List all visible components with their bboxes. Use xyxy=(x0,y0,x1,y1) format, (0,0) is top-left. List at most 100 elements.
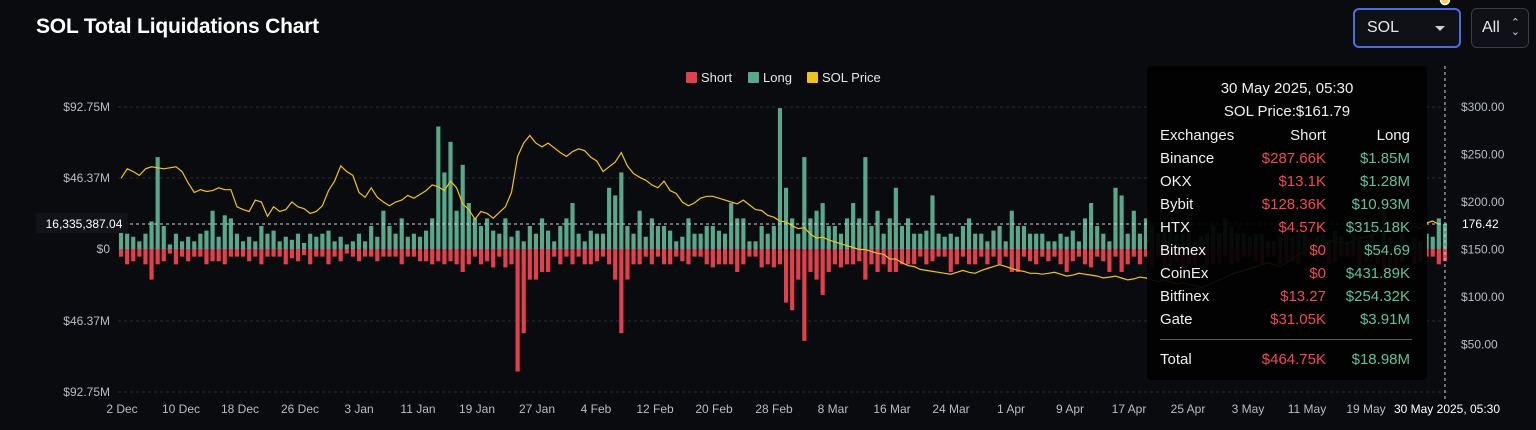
coin-select[interactable]: SOL xyxy=(1353,8,1461,48)
short-bar xyxy=(863,249,868,280)
short-value: $13.27 xyxy=(1280,288,1326,305)
long-bar xyxy=(1107,241,1112,249)
long-bar xyxy=(393,233,398,249)
y-left-tick-label: $92.75M xyxy=(63,385,110,399)
long-bar xyxy=(314,236,319,249)
long-bar xyxy=(320,233,325,249)
long-bar xyxy=(790,218,795,249)
tooltip-price: SOL Price:$161.79 xyxy=(1223,103,1351,120)
short-bar xyxy=(155,249,160,265)
range-select[interactable]: All ⌃ ⌄ xyxy=(1471,8,1529,48)
short-bar xyxy=(851,249,856,265)
short-bar xyxy=(753,249,758,257)
short-bar xyxy=(186,249,191,262)
long-value: $1.85M xyxy=(1359,150,1410,167)
tooltip-row-gate: Gate $31.05K $3.91M xyxy=(1160,311,1410,331)
tooltip-row-binance: Binance $287.66K $1.85M xyxy=(1160,150,1410,170)
short-bar xyxy=(942,249,947,257)
x-tick-label: 3 Jan xyxy=(344,402,373,416)
short-bar xyxy=(405,249,410,257)
long-bar xyxy=(1089,203,1094,249)
short-bar xyxy=(875,249,880,272)
long-bar xyxy=(161,226,166,249)
short-bar xyxy=(515,249,520,372)
long-bar xyxy=(539,218,545,249)
short-bar xyxy=(527,249,532,280)
x-highlight-label: 30 May 2025, 05:30 xyxy=(1394,402,1500,416)
tooltip-total-row: Total $464.75K $18.98M xyxy=(1160,351,1410,371)
legend-swatch xyxy=(748,72,759,83)
long-bar xyxy=(350,241,355,249)
x-tick-label: 2 Dec xyxy=(106,402,137,416)
short-bar xyxy=(289,249,294,259)
short-bar xyxy=(637,249,642,265)
x-tick-label: 1 Apr xyxy=(997,402,1025,416)
tooltip-row-bybit: Bybit $128.36K $10.93M xyxy=(1160,196,1410,216)
long-bar xyxy=(820,203,825,249)
short-bar xyxy=(179,249,185,257)
short-bar xyxy=(649,249,654,265)
long-bar xyxy=(485,218,490,249)
short-bar xyxy=(1107,249,1112,272)
y-left-tick-label: $0 xyxy=(97,242,111,256)
tooltip-row-htx: HTX $4.57K $315.18K xyxy=(1160,219,1410,239)
long-bar xyxy=(1070,230,1075,249)
short-bar xyxy=(905,249,911,265)
short-bar xyxy=(722,249,728,265)
long-bar xyxy=(240,241,246,249)
short-bar xyxy=(558,249,563,265)
legend-swatch xyxy=(807,72,818,83)
long-bar xyxy=(1113,187,1118,249)
long-bar xyxy=(558,226,563,249)
short-bar xyxy=(808,249,813,272)
long-bar xyxy=(186,236,191,249)
long-bar xyxy=(960,226,966,249)
long-bar xyxy=(448,141,453,249)
short-bar xyxy=(308,249,313,265)
long-bar xyxy=(1131,210,1136,249)
long-bar xyxy=(1009,210,1014,249)
short-bar xyxy=(430,249,435,265)
long-bar xyxy=(173,233,179,249)
long-bar xyxy=(277,241,282,249)
long-bar xyxy=(600,233,606,249)
short-value: $287.66K xyxy=(1261,150,1326,167)
long-bar xyxy=(838,233,844,249)
long-bar xyxy=(710,226,715,249)
short-bar xyxy=(741,249,746,265)
long-bar xyxy=(771,226,776,249)
x-tick-label: 17 Apr xyxy=(1112,402,1147,416)
long-bar xyxy=(753,241,758,249)
long-bar xyxy=(143,233,148,249)
short-bar xyxy=(735,249,740,272)
long-bar xyxy=(381,210,386,249)
short-bar xyxy=(210,249,215,262)
long-bar xyxy=(570,203,575,249)
long-bar xyxy=(844,218,850,249)
short-bar xyxy=(1058,249,1063,265)
long-bar xyxy=(503,218,508,249)
short-bar xyxy=(613,249,618,280)
long-bar xyxy=(344,244,349,249)
short-bar xyxy=(1101,249,1106,262)
long-bar xyxy=(625,226,630,249)
short-bar xyxy=(643,249,648,257)
short-bar xyxy=(1028,249,1033,262)
short-bar xyxy=(826,249,831,272)
x-tick-label: 20 Feb xyxy=(695,402,733,416)
short-bar xyxy=(607,249,612,265)
short-bar xyxy=(1064,249,1069,272)
long-bar xyxy=(253,241,258,249)
short-bar xyxy=(375,249,380,262)
short-bar xyxy=(881,249,886,265)
long-bar xyxy=(234,233,240,249)
long-bar xyxy=(460,164,465,249)
short-bar xyxy=(570,249,575,265)
short-bar xyxy=(790,249,795,311)
long-bar xyxy=(356,233,362,249)
short-bar xyxy=(356,249,362,262)
long-bar xyxy=(802,157,807,249)
long-bar xyxy=(985,241,990,249)
sort-arrows-icon: ⌃ ⌄ xyxy=(1510,17,1520,38)
long-bar xyxy=(509,236,514,249)
